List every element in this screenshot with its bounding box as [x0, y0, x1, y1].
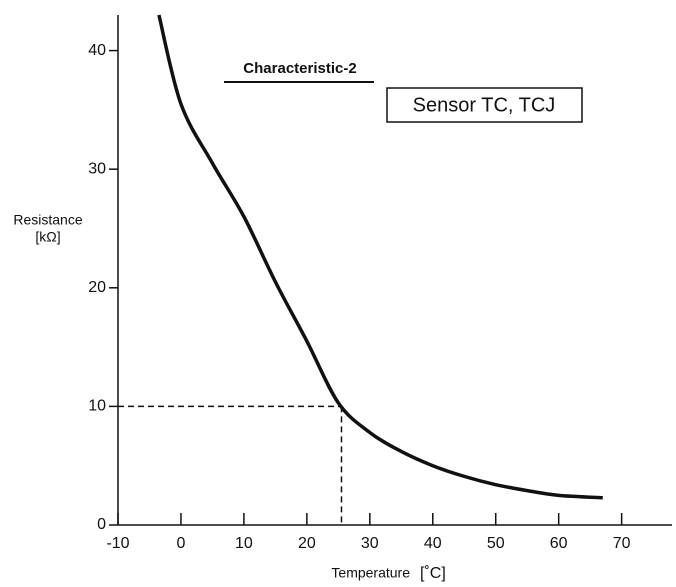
- curve: [157, 14, 603, 500]
- x-tick-label: 10: [235, 535, 253, 552]
- x-tick-label: 40: [424, 535, 442, 552]
- annotation: Sensor TC, TCJ: [413, 94, 556, 116]
- y-tick-label: 30: [88, 160, 106, 177]
- annotation-box: [386, 87, 583, 123]
- y-axis-label: Resistance: [13, 212, 82, 228]
- x-tick-label: 70: [613, 535, 631, 552]
- x-tick-label: 60: [550, 535, 568, 552]
- y-tick-label: 10: [88, 398, 106, 415]
- x-tick-label: 50: [487, 535, 505, 552]
- chart-title: Characteristic-2: [243, 60, 356, 77]
- x-tick-label: 30: [361, 535, 379, 552]
- y-axis-unit: [kΩ]: [35, 229, 60, 245]
- x-tick-label: 0: [177, 535, 186, 552]
- x-axis-label: Temperature: [331, 565, 410, 581]
- x-tick-label: -10: [106, 535, 129, 552]
- x-tick-label: 20: [298, 535, 316, 552]
- y-tick-label: 40: [88, 42, 106, 59]
- y-tick-label: 0: [97, 516, 106, 533]
- y-tick-label: 20: [88, 279, 106, 296]
- x-axis-unit: [˚C]: [420, 565, 446, 582]
